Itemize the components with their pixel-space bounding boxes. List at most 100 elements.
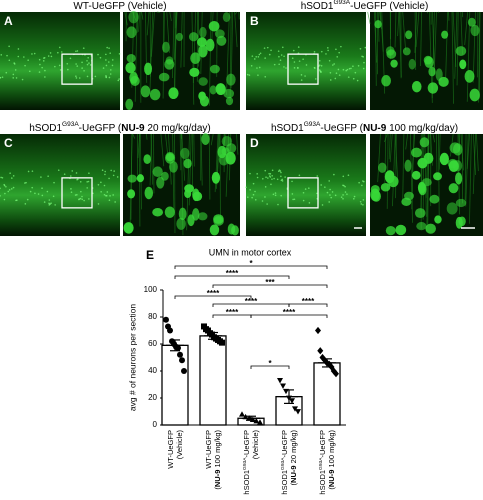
significance-label: *** — [265, 278, 275, 287]
dendrite — [165, 133, 169, 156]
cell-speck — [3, 183, 6, 186]
cell-speck — [254, 190, 256, 193]
cell-speck — [88, 198, 90, 200]
cell-speck — [33, 52, 36, 55]
cell-speck — [257, 74, 259, 76]
cell-speck — [57, 51, 59, 54]
cell-speck — [265, 176, 267, 179]
cell-speck — [17, 48, 20, 50]
cell-speck — [277, 170, 280, 173]
x-tick-label: WT-UeGFP — [166, 430, 175, 469]
cell-speck — [3, 198, 6, 201]
neuron — [199, 95, 210, 107]
cell-speck — [70, 188, 72, 190]
significance-bracket — [288, 303, 328, 307]
bar — [161, 344, 189, 426]
cell-speck — [305, 64, 308, 66]
cell-speck — [256, 67, 258, 69]
cell-speck — [82, 47, 85, 49]
x-tick-label: WT-UeGFP — [204, 430, 213, 469]
cell-speck — [88, 172, 90, 175]
cell-speck — [27, 59, 29, 61]
text-segment: hSOD1 — [29, 123, 62, 134]
cell-speck — [361, 184, 363, 187]
neuron — [455, 46, 467, 56]
neuron — [188, 32, 199, 42]
dendrite — [465, 133, 469, 207]
neuron — [448, 183, 459, 194]
cell-speck — [114, 201, 116, 203]
text-segment: (Vehicle) — [175, 430, 184, 460]
data-point — [177, 351, 183, 358]
cell-speck — [0, 195, 1, 197]
panel-title: hSOD1G93A-UeGFP (NU-9 20 mg/kg/day) — [29, 121, 211, 133]
dendrite — [210, 133, 214, 146]
cell-speck — [274, 192, 277, 194]
cell-speck — [106, 46, 108, 49]
text-segment: -UeGFP — [318, 430, 327, 458]
neuron — [201, 133, 210, 146]
cell-speck — [70, 175, 72, 177]
panel-letter: B — [250, 14, 259, 28]
text-segment: NU-9 — [213, 470, 222, 488]
neuron — [143, 154, 151, 164]
neuron — [464, 70, 475, 83]
data-point — [179, 357, 185, 364]
text-segment: hSOD1 — [318, 470, 327, 495]
dendrite — [238, 11, 240, 20]
cell-speck — [118, 78, 120, 80]
cell-speck — [313, 51, 316, 53]
neuron — [214, 29, 225, 39]
text-segment: hSOD1 — [271, 123, 304, 134]
dendrite — [234, 11, 238, 48]
cell-speck — [67, 68, 69, 71]
cell-speck — [102, 67, 105, 69]
cell-speck — [24, 64, 26, 67]
cell-speck — [313, 66, 316, 69]
cell-speck — [88, 62, 90, 64]
dendrite — [397, 11, 400, 37]
y-tick-label: 60 — [148, 339, 157, 348]
cell-speck — [336, 56, 339, 58]
cell-speck — [104, 173, 106, 176]
neuron — [184, 184, 195, 193]
neuron — [161, 171, 169, 181]
cell-speck — [292, 198, 294, 201]
dendrite — [445, 11, 449, 79]
cell-speck — [335, 72, 338, 75]
dendrite — [469, 133, 472, 224]
cell-speck — [12, 73, 15, 76]
low-mag-image — [0, 12, 120, 110]
neuron — [197, 212, 208, 221]
cell-speck — [364, 46, 367, 49]
dendrite — [415, 11, 420, 48]
cell-speck — [271, 178, 273, 180]
data-point — [289, 398, 295, 404]
dendrite — [405, 133, 409, 150]
cell-speck — [109, 73, 112, 75]
dendrite — [229, 11, 232, 102]
cell-speck — [344, 191, 347, 193]
cell-speck — [252, 182, 255, 185]
data-point — [167, 327, 173, 334]
data-point — [277, 378, 283, 384]
cell-speck — [350, 67, 352, 70]
cell-speck — [111, 64, 114, 67]
cell-speck — [11, 177, 13, 179]
cell-speck — [105, 76, 108, 79]
cell-speck — [0, 76, 2, 79]
cell-speck — [329, 188, 331, 191]
neuron — [380, 182, 391, 192]
cell-speck — [328, 201, 330, 203]
x-tick-label: (NU-9 100 mg/kg) — [327, 430, 336, 490]
cell-speck — [348, 67, 351, 70]
x-tick-label: (Vehicle) — [251, 430, 260, 460]
dendrite — [452, 11, 457, 67]
cell-speck — [283, 66, 285, 68]
neuron — [162, 41, 170, 53]
cell-speck — [4, 192, 6, 195]
cell-speck — [246, 73, 249, 76]
significance-bracket — [174, 265, 328, 269]
dendrite — [451, 11, 454, 104]
dendrite — [139, 133, 142, 210]
